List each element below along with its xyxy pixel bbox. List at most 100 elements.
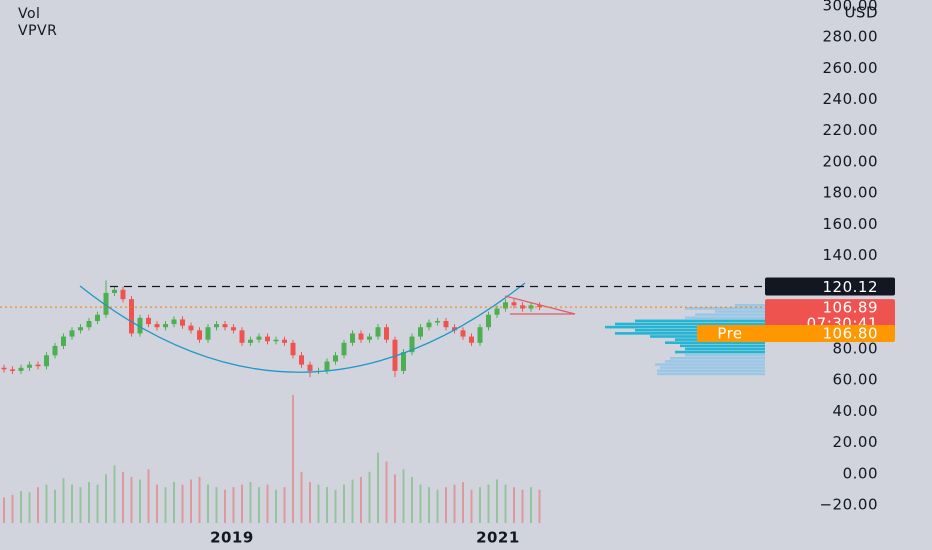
currency: USD — [844, 4, 878, 22]
volume-bar — [530, 487, 532, 523]
last-price-label: 106.89 — [823, 299, 879, 317]
volume-bar — [462, 482, 464, 523]
volume-bar — [436, 489, 439, 523]
candle-body — [282, 339, 287, 343]
candle-body — [239, 330, 245, 343]
candle-body — [78, 327, 83, 331]
y-tick-label: 300.00 — [823, 0, 879, 14]
vpvr-bar — [655, 363, 765, 366]
y-tick-label: 60.00 — [833, 371, 878, 389]
volume-bar — [45, 484, 48, 523]
candle-body — [460, 330, 466, 337]
candle-body — [426, 322, 432, 328]
candle-body — [222, 324, 228, 328]
candle-body — [137, 317, 143, 334]
candle-body — [435, 320, 440, 323]
volume-bar — [275, 489, 277, 523]
volume-bar — [20, 491, 22, 523]
candle-body — [341, 342, 347, 356]
volume-bar — [292, 395, 294, 523]
volume-bar — [54, 489, 56, 523]
volume-bar — [71, 484, 73, 523]
y-tick-label: 240.00 — [823, 90, 879, 108]
volume-bar — [190, 479, 192, 523]
volume-bar — [504, 484, 507, 523]
vpvr-bar — [615, 332, 765, 335]
candle-body — [52, 345, 58, 356]
x-tick-label: 2021 — [476, 529, 520, 547]
volume-bar — [343, 484, 345, 523]
candle-body — [367, 336, 372, 340]
y-tick-label: 0.00 — [843, 464, 878, 482]
candle-body — [197, 330, 202, 340]
volume-bar — [428, 487, 430, 523]
volume-bar — [164, 487, 167, 523]
y-tick-label: 140.00 — [823, 246, 879, 264]
volume-bar — [521, 489, 524, 523]
volume-bar — [402, 469, 405, 523]
candle-body — [324, 361, 330, 371]
volume-bar — [300, 471, 303, 523]
volume-bar — [79, 487, 82, 523]
volume-bar — [479, 487, 481, 523]
x-tick-label: 2019 — [210, 529, 254, 547]
volume-bar — [96, 484, 99, 523]
volume-bar — [241, 484, 243, 523]
candle-body — [401, 352, 406, 371]
volume-bar — [139, 479, 141, 523]
vpvr-bar — [680, 344, 765, 348]
candle-body — [537, 305, 542, 307]
candle-body — [486, 314, 491, 328]
vpvr-bar — [665, 341, 765, 345]
volume-bar — [28, 492, 31, 523]
candle-body — [290, 342, 296, 356]
resistance-label: 120.12 — [823, 278, 879, 296]
volume-bar — [283, 487, 286, 523]
vpvr-bar — [735, 303, 765, 307]
vpvr-bar — [657, 372, 765, 376]
candle-body — [520, 305, 525, 309]
candle-body — [1, 367, 7, 370]
volume-bar — [513, 487, 515, 523]
volume-bar — [309, 482, 311, 523]
candle-body — [44, 355, 49, 367]
pre-value: 106.80 — [823, 325, 879, 343]
vpvr-bar — [657, 369, 765, 373]
volume-bar — [538, 489, 541, 523]
y-tick-label: 200.00 — [823, 152, 879, 170]
y-tick-label: 160.00 — [823, 215, 879, 233]
candle-body — [469, 336, 474, 343]
volume-bar — [368, 471, 371, 523]
last-price-box — [765, 299, 895, 334]
volume-bar — [249, 482, 252, 523]
candle-body — [503, 302, 508, 309]
candle-body — [418, 327, 423, 337]
price-axis: 300.00 280.00 260.00 240.00 220.00 200.00 180.… — [210, 0, 895, 547]
candle-body — [171, 319, 177, 325]
cup-drawing — [79, 282, 526, 373]
volume-bar — [198, 476, 201, 523]
volume-bar — [351, 479, 354, 523]
candle-body — [10, 369, 15, 371]
volume — [3, 395, 541, 523]
vpvr-bar — [685, 316, 765, 320]
candle-body — [120, 289, 126, 300]
y-tick-label: 260.00 — [823, 59, 879, 77]
candle-body — [409, 336, 415, 353]
volume-bar — [156, 484, 158, 523]
volume-bar — [453, 484, 456, 523]
candle-body — [307, 364, 313, 371]
volume-bar — [326, 487, 328, 523]
volume-bar — [147, 469, 150, 523]
candle-body — [443, 320, 449, 328]
candle-body — [103, 292, 109, 315]
volume-bar — [487, 484, 490, 523]
volume-bar — [122, 471, 124, 523]
volume-bar — [360, 476, 362, 523]
candle-body — [375, 327, 381, 337]
volume-bar — [130, 476, 133, 523]
volume-bar — [62, 478, 65, 523]
vpvr-bar — [695, 313, 765, 316]
volume-bar — [470, 489, 473, 523]
